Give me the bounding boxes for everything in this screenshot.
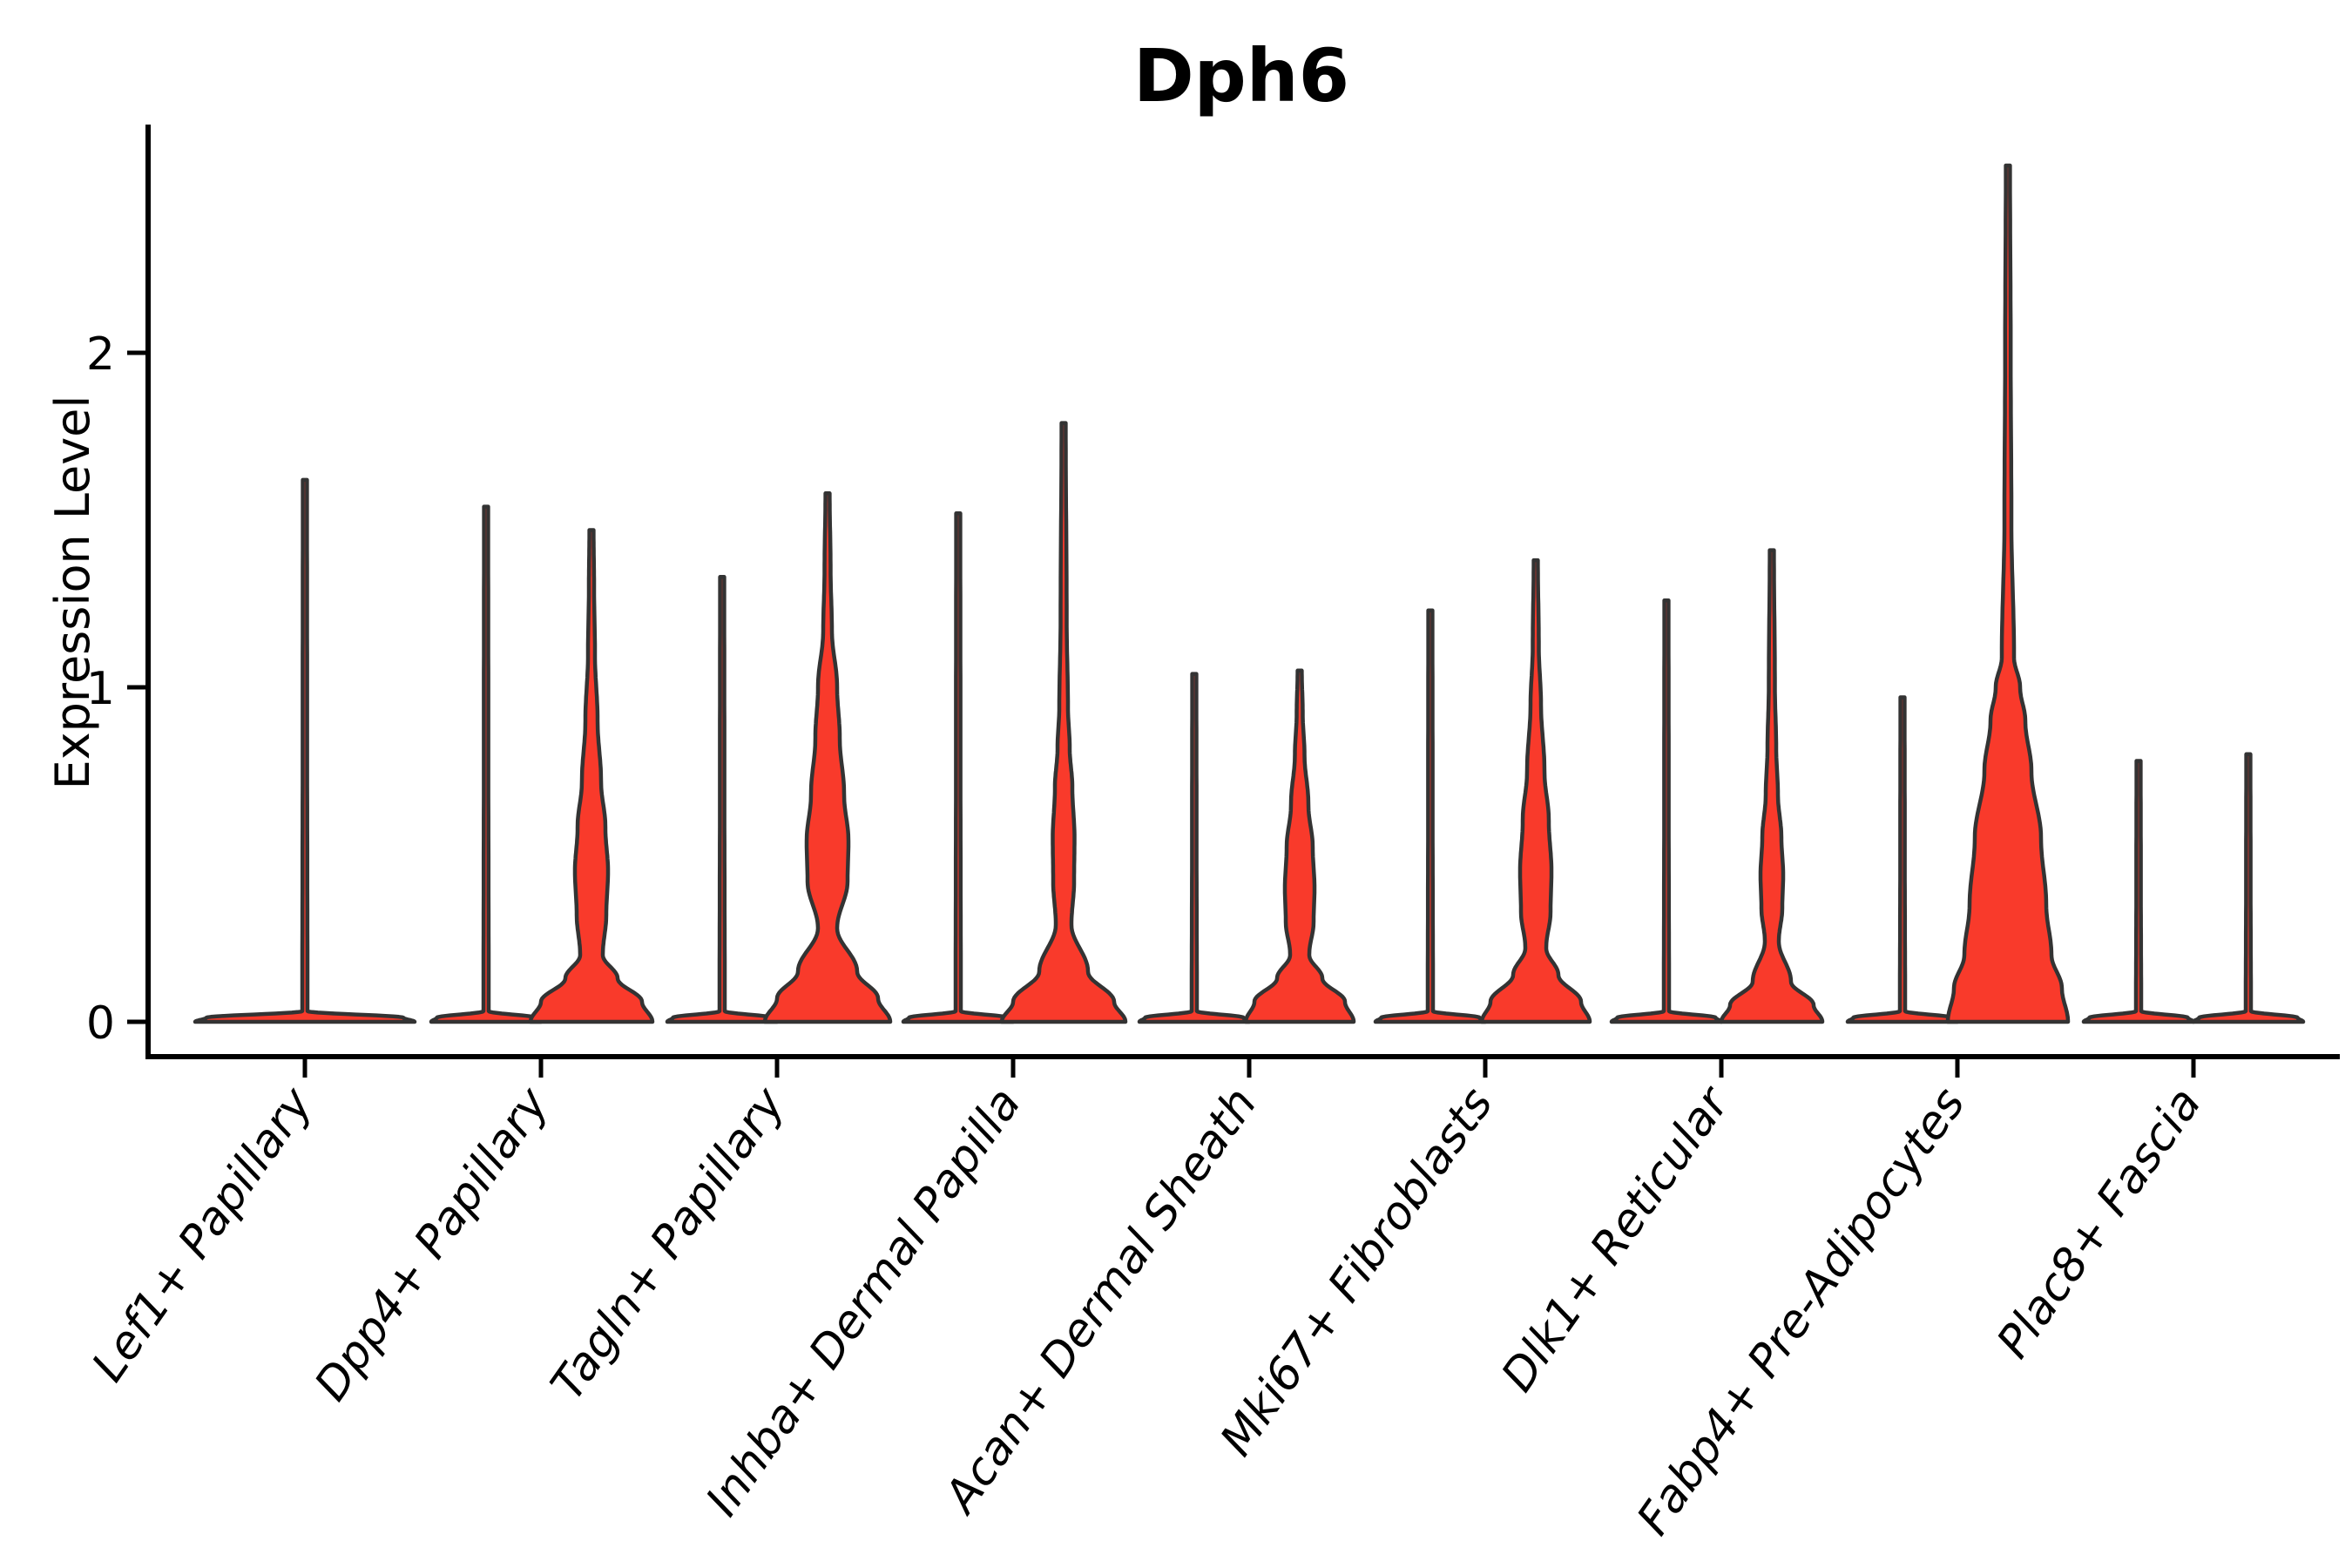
violin-layer: [193, 163, 2306, 1024]
violin-body: [1719, 548, 1825, 1024]
x-tick-label-8: Plac8+ Fascia: [1987, 1078, 2211, 1368]
violin-flat: [1373, 608, 1488, 1024]
y-tick-label-0: 0: [86, 997, 115, 1050]
violin-category-5: [1373, 558, 1592, 1024]
chart-title: Dph6: [1133, 33, 1349, 118]
violin-body: [1945, 163, 2071, 1024]
violin-flat: [2081, 759, 2196, 1024]
violin-body: [528, 528, 655, 1024]
violin-flat: [1137, 672, 1252, 1024]
violin-category-7: [1845, 163, 2071, 1024]
violin-flat: [429, 504, 544, 1024]
y-axis-label: Expression Level: [45, 395, 100, 790]
x-tick-label-2: Tagln+ Papillary: [541, 1078, 795, 1409]
violin-category-4: [1137, 668, 1356, 1024]
x-tick-label-0: Lef1+ Papillary: [82, 1078, 323, 1391]
y-tick-label-2: 2: [86, 328, 115, 381]
x-tick-label-5: Mki67+ Fibroblasts: [1211, 1078, 1504, 1465]
violin-category-3: [901, 421, 1128, 1024]
violin-body: [1243, 668, 1356, 1024]
violin-body: [999, 421, 1128, 1024]
text-layer: Dph6 Expression Level 0 1 2 Lef1+ Papill…: [45, 33, 2212, 1544]
violin-flat: [1609, 598, 1724, 1024]
violin-flat: [1845, 695, 1960, 1024]
violin-category-0: [193, 477, 417, 1024]
violin-flat: [665, 575, 780, 1024]
violin-flat: [2191, 752, 2306, 1024]
violin-category-1: [429, 504, 655, 1024]
axes-layer: [127, 125, 2340, 1078]
x-tick-label-6: Dlk1+ Reticular: [1491, 1076, 1740, 1401]
violin-body: [1479, 558, 1592, 1024]
violin-category-2: [665, 491, 893, 1024]
violin-category-6: [1609, 548, 1825, 1024]
violin-flat: [193, 477, 417, 1024]
violin-body: [762, 491, 893, 1024]
y-tick-label-1: 1: [86, 663, 115, 715]
violin-flat: [901, 511, 1016, 1024]
x-tick-label-1: Dpp4+ Papillary: [305, 1078, 559, 1410]
violin-category-8: [2081, 752, 2306, 1024]
